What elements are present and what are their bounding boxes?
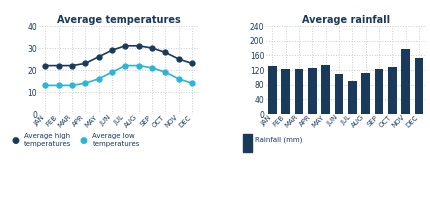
Text: Rainfall (mm): Rainfall (mm) (255, 137, 303, 143)
Bar (335, 74, 344, 114)
Bar (308, 68, 317, 114)
Bar (375, 69, 384, 114)
Title: Average rainfall: Average rainfall (302, 15, 390, 25)
Text: Average low
temperatures: Average low temperatures (92, 133, 140, 147)
Text: Average high
temperatures: Average high temperatures (24, 133, 71, 147)
Bar (401, 49, 410, 114)
Text: ●: ● (11, 136, 19, 144)
Bar (295, 69, 304, 114)
Bar (361, 73, 370, 114)
Bar (268, 66, 277, 114)
Bar (282, 69, 290, 114)
Bar (321, 64, 330, 114)
Bar (348, 81, 357, 114)
Text: ●: ● (80, 136, 88, 144)
Bar (415, 58, 424, 114)
Bar (388, 67, 397, 114)
Title: Average temperatures: Average temperatures (57, 15, 181, 25)
